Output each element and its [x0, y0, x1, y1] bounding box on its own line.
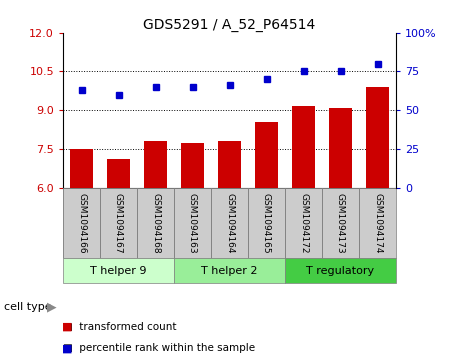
Text: GSM1094174: GSM1094174 — [373, 193, 382, 253]
Bar — [285, 258, 396, 283]
Text: T helper 9: T helper 9 — [90, 266, 147, 276]
Text: GSM1094168: GSM1094168 — [151, 193, 160, 253]
Text: T helper 2: T helper 2 — [201, 266, 258, 276]
Bar — [256, 122, 278, 188]
Text: ■: ■ — [62, 343, 72, 354]
Bar — [218, 141, 241, 188]
Bar — [144, 141, 166, 188]
Bar — [285, 188, 322, 258]
Text: GSM1094166: GSM1094166 — [77, 193, 86, 253]
Bar — [181, 143, 203, 188]
Text: GSM1094165: GSM1094165 — [262, 193, 271, 253]
Bar — [63, 188, 100, 258]
Title: GDS5291 / A_52_P64514: GDS5291 / A_52_P64514 — [144, 18, 315, 32]
Bar — [248, 188, 285, 258]
Text: GSM1094172: GSM1094172 — [299, 193, 308, 253]
Text: ■  percentile rank within the sample: ■ percentile rank within the sample — [63, 343, 255, 354]
Bar — [100, 188, 137, 258]
Text: ■  transformed count: ■ transformed count — [63, 322, 176, 332]
Bar — [366, 87, 389, 188]
Text: cell type: cell type — [4, 302, 52, 312]
Bar — [70, 149, 93, 188]
Text: ■: ■ — [62, 322, 72, 332]
Bar — [174, 258, 285, 283]
Bar — [211, 188, 248, 258]
Text: ▶: ▶ — [47, 300, 57, 313]
Bar — [137, 188, 174, 258]
Text: GSM1094173: GSM1094173 — [336, 193, 345, 253]
Text: T regulatory: T regulatory — [306, 266, 374, 276]
Text: GSM1094167: GSM1094167 — [114, 193, 123, 253]
Text: GSM1094164: GSM1094164 — [225, 193, 234, 253]
Bar — [359, 188, 396, 258]
Bar — [108, 159, 130, 188]
Bar — [174, 188, 211, 258]
Bar — [329, 108, 351, 188]
Bar — [292, 106, 315, 188]
Bar — [322, 188, 359, 258]
Bar — [63, 258, 174, 283]
Text: GSM1094163: GSM1094163 — [188, 193, 197, 253]
